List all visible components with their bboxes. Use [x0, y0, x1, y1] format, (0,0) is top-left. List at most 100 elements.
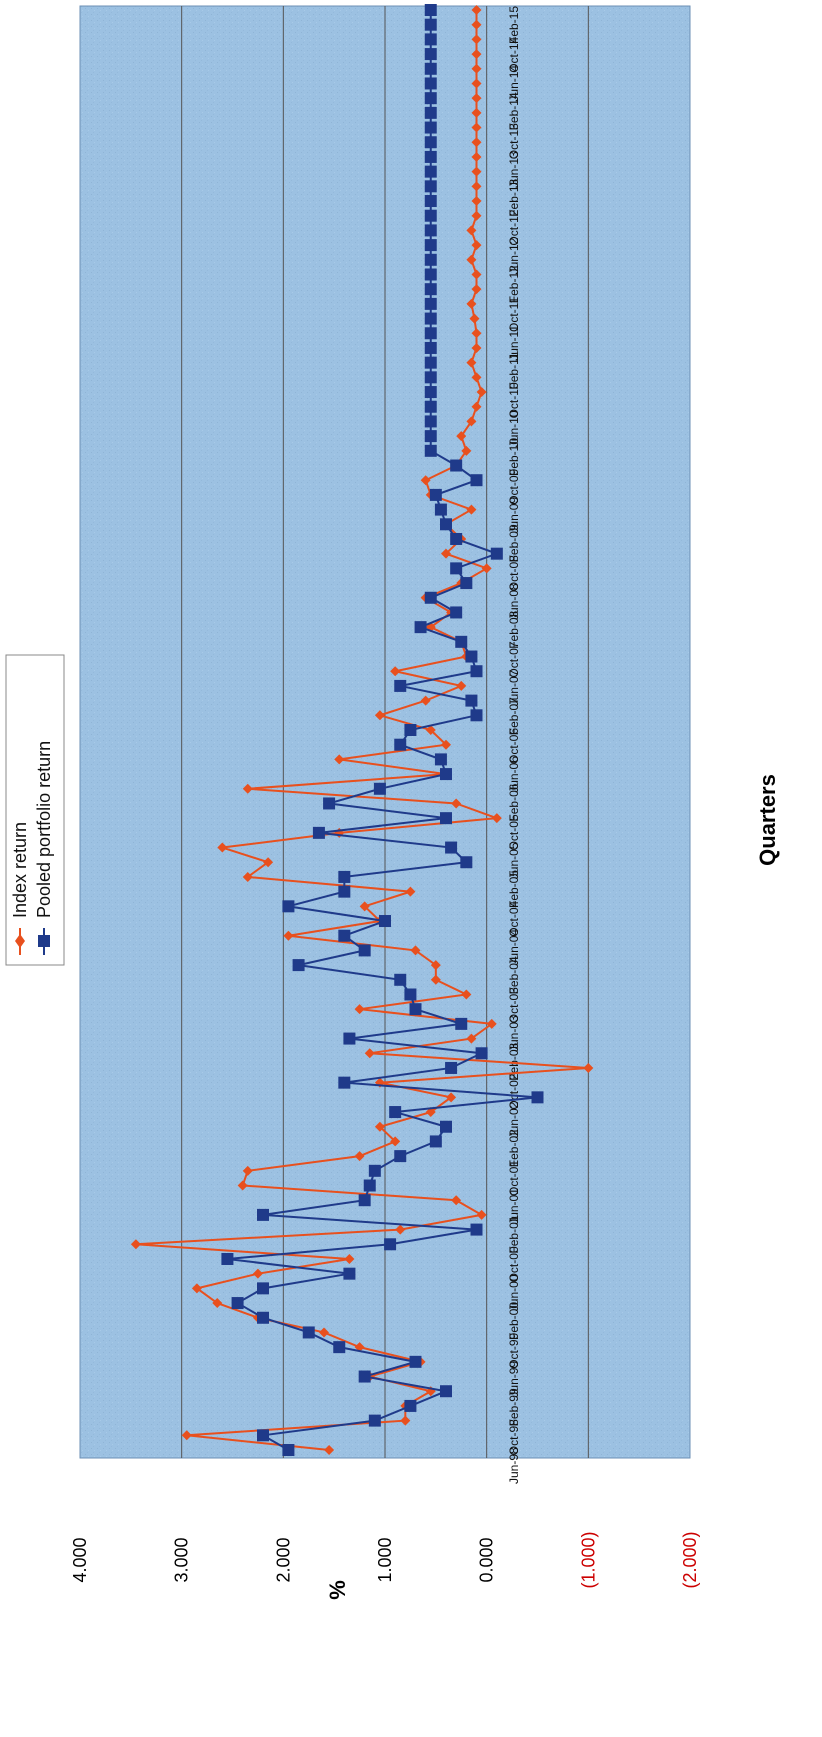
data-point	[440, 518, 452, 531]
data-point	[323, 797, 336, 810]
quarter-axis-title: Quarters	[755, 774, 780, 866]
data-point	[471, 372, 482, 383]
data-point	[231, 1297, 244, 1310]
data-point	[465, 694, 478, 707]
quarter-tick-label: Jun-09	[507, 497, 521, 534]
data-point	[368, 1414, 381, 1427]
data-point	[181, 1430, 192, 1441]
data-point	[486, 1018, 497, 1029]
data-point	[368, 1164, 381, 1177]
quarter-tick-label: Oct-08	[507, 555, 521, 591]
data-point	[471, 93, 482, 104]
data-point	[404, 988, 417, 1001]
quarter-tick-label: Oct-11	[507, 297, 521, 332]
data-point	[404, 1399, 417, 1412]
quarter-tick-label: Jun-05	[507, 842, 521, 879]
quarter-tick-label: Oct-03	[507, 987, 521, 1023]
quarter-tick-label: Feb-04	[507, 956, 521, 994]
quarter-tick-label: Jun-12	[507, 237, 521, 274]
data-point	[257, 1429, 269, 1442]
data-point	[420, 475, 431, 486]
value-tick-label: 0.000	[477, 1537, 497, 1582]
quarter-tick-label: Feb-13	[507, 178, 521, 216]
data-point	[446, 1092, 457, 1103]
data-point	[424, 591, 437, 604]
quarter-tick-label: Jun-06	[507, 756, 521, 793]
quarter-tick-label: Feb-10	[507, 438, 521, 476]
data-point	[359, 901, 370, 912]
data-point	[217, 842, 228, 853]
quarter-tick-label: Jun-98	[507, 1447, 521, 1484]
quarter-tick-label: Jun-99	[507, 1361, 521, 1398]
value-axis-title: %	[325, 1580, 350, 1600]
data-point	[471, 34, 482, 45]
data-point	[471, 122, 482, 133]
data-point	[358, 1194, 371, 1207]
data-point	[424, 268, 437, 281]
quarter-tick-label: Feb-12	[507, 265, 521, 303]
data-point	[283, 930, 294, 941]
data-point	[481, 563, 492, 574]
data-point	[460, 856, 473, 869]
data-point	[389, 1106, 402, 1119]
data-point	[471, 151, 482, 162]
data-point	[292, 959, 305, 972]
data-point	[130, 1239, 141, 1250]
data-point	[441, 548, 451, 559]
quarter-tick-label: Jun-04	[507, 929, 521, 966]
data-point	[424, 430, 437, 443]
quarter-tick-label: Oct-05	[507, 814, 521, 850]
data-point	[221, 1252, 234, 1265]
quarter-tick-label: Oct-00	[507, 1246, 521, 1282]
data-point	[471, 78, 482, 89]
quarter-tick-label: Jun-03	[507, 1015, 521, 1052]
quarter-tick-label: Feb-05	[507, 870, 521, 908]
data-point	[471, 269, 482, 280]
data-point	[242, 1165, 253, 1176]
data-point	[424, 150, 437, 163]
data-point	[242, 871, 253, 882]
data-point	[424, 33, 437, 46]
data-point	[333, 1341, 346, 1354]
quarter-tick-label: Jun-01	[507, 1188, 521, 1225]
data-point	[424, 18, 437, 31]
data-point	[338, 1076, 351, 1089]
data-point	[191, 1283, 202, 1294]
data-point	[390, 666, 401, 677]
quarter-tick-label: Jun-00	[507, 1274, 521, 1311]
data-point	[424, 121, 437, 134]
data-point	[390, 1136, 401, 1147]
quarter-tick-label: Feb-14	[507, 92, 521, 130]
data-point	[338, 885, 351, 898]
data-point	[338, 870, 351, 883]
data-point	[531, 1091, 544, 1104]
data-point	[424, 444, 437, 457]
data-point	[424, 239, 437, 252]
data-point	[338, 929, 351, 942]
data-point	[344, 1253, 355, 1264]
data-point	[424, 92, 437, 105]
data-point	[456, 431, 467, 442]
quarter-tick-label: Feb-08	[507, 610, 521, 648]
data-point	[583, 1062, 594, 1073]
quarter-tick-label: Jun-02	[507, 1101, 521, 1138]
quarter-tick-label: Oct-13	[507, 123, 521, 159]
value-tick-label: 1.000	[375, 1537, 395, 1582]
data-point	[471, 137, 482, 148]
data-point	[363, 1179, 376, 1192]
quarter-tick-label: Oct-12	[507, 209, 521, 245]
quarter-tick-label: Jun-08	[507, 583, 521, 620]
data-point	[424, 195, 437, 208]
data-point	[395, 1224, 406, 1235]
data-point	[470, 709, 483, 722]
legend-label-index-return: Index return	[10, 822, 30, 918]
data-point	[455, 1017, 468, 1030]
data-point	[424, 4, 437, 16]
data-point	[394, 973, 407, 986]
data-point	[424, 341, 437, 354]
data-point	[445, 1061, 458, 1074]
data-point	[471, 63, 482, 74]
data-point	[343, 1267, 356, 1280]
data-point	[424, 283, 437, 296]
data-point	[434, 503, 447, 516]
